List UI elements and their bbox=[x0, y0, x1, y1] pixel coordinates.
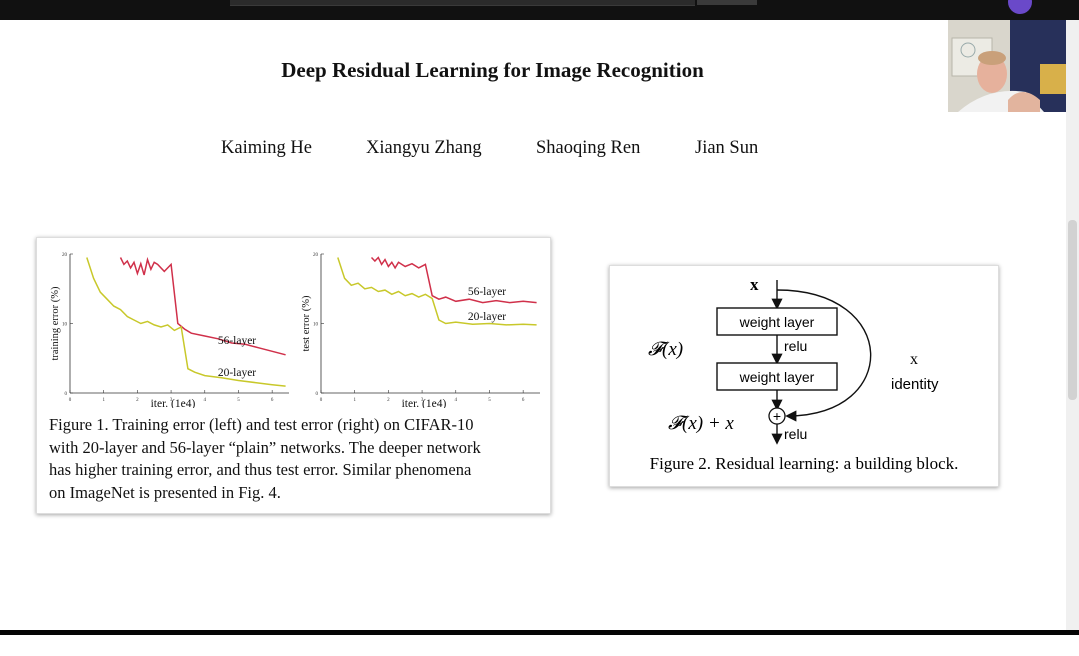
x-tick-label: 0 bbox=[320, 398, 323, 403]
paper-title: Deep Residual Learning for Image Recogni… bbox=[281, 58, 704, 82]
y-tick-label: 20 bbox=[62, 253, 68, 258]
residual-block-diagram: x weight layer relu weight layer + relu … bbox=[648, 275, 959, 473]
x-tick-label: 4 bbox=[455, 398, 458, 403]
x-tick-label: 2 bbox=[387, 398, 390, 403]
test-error-chart: 0 1 2 3 4 5 6 0 10 20 iter. (1e4) test error (%) 56-… bbox=[301, 253, 540, 408]
figure-2-panel: x weight layer relu weight layer + relu … bbox=[609, 265, 999, 487]
identity-shortcut-arrow bbox=[776, 289, 872, 422]
x-tick-label: 2 bbox=[136, 398, 139, 403]
series-label: 56-layer bbox=[218, 335, 256, 347]
series-line-20-layer bbox=[337, 257, 537, 326]
weight-layer-label: weight layer bbox=[739, 314, 815, 330]
figure-2-caption: Figure 2. Residual learning: a building … bbox=[650, 454, 959, 473]
caption-line: on ImageNet is presented in Fig. 4. bbox=[49, 482, 281, 502]
bottom-bar bbox=[0, 630, 1079, 656]
y-tick-label: 10 bbox=[62, 323, 68, 328]
weight-layer-label: weight layer bbox=[739, 369, 815, 385]
series-line-56-layer bbox=[119, 256, 286, 356]
figure-1-caption: Figure 1. Training error (left) and test… bbox=[49, 414, 544, 504]
y-tick-label: 0 bbox=[316, 392, 319, 397]
author-name: Xiangyu Zhang bbox=[366, 138, 482, 158]
relu-label: relu bbox=[784, 338, 807, 354]
series-label: 56-layer bbox=[468, 286, 506, 298]
weight-layer-box bbox=[716, 362, 838, 391]
x-tick-label: 4 bbox=[204, 398, 207, 403]
series-label: 20-layer bbox=[468, 311, 506, 323]
y-tick-label: 20 bbox=[313, 253, 319, 258]
author-name: Shaoqing Ren bbox=[536, 138, 641, 158]
input-x-label: x bbox=[750, 275, 759, 294]
author-name: Jian Sun bbox=[695, 138, 759, 158]
figure-1-panel: 0 1 2 3 4 5 6 0 10 20 iter. (1e4) training error (%… bbox=[36, 237, 551, 514]
series-label: 20-layer bbox=[218, 367, 256, 379]
caption-line: Figure 1. Training error (left) and test… bbox=[49, 415, 474, 434]
y-tick-label: 10 bbox=[313, 323, 319, 328]
fx-label: 𝓕(x) bbox=[648, 339, 683, 360]
toolbar-button-edge[interactable] bbox=[697, 0, 757, 5]
vertical-scrollbar[interactable] bbox=[1066, 20, 1079, 630]
presenter-webcam bbox=[948, 20, 1066, 112]
scrollbar-thumb[interactable] bbox=[1068, 220, 1077, 400]
x-axis-label: iter. (1e4) bbox=[151, 398, 196, 408]
training-error-chart: 0 1 2 3 4 5 6 0 10 20 iter. (1e4) training error (%… bbox=[50, 253, 289, 408]
x-tick-label: 5 bbox=[237, 398, 240, 403]
weight-layer-box bbox=[716, 307, 838, 336]
y-axis-label: training error (%) bbox=[50, 286, 61, 361]
fx-plus-x-label: 𝓕(x) + x bbox=[668, 413, 734, 434]
x-tick-label: 0 bbox=[69, 398, 72, 403]
series-line-56-layer bbox=[370, 256, 537, 304]
relu-label: relu bbox=[784, 426, 807, 442]
author-name: Kaiming He bbox=[221, 138, 312, 158]
x-tick-label: 5 bbox=[488, 398, 491, 403]
x-tick-label: 1 bbox=[102, 398, 105, 403]
caption-line: with 20-layer and 56-layer “plain” netwo… bbox=[49, 437, 481, 457]
y-axis-label: test error (%) bbox=[301, 295, 312, 351]
x-tick-label: 3 bbox=[421, 398, 424, 403]
profile-avatar[interactable] bbox=[1008, 0, 1032, 14]
x-tick-label: 3 bbox=[170, 398, 173, 403]
x-tick-label: 6 bbox=[522, 398, 525, 403]
top-window-bar bbox=[0, 0, 1079, 20]
identity-label: identity bbox=[891, 376, 939, 393]
y-tick-label: 0 bbox=[65, 392, 68, 397]
shortcut-x-label: x bbox=[910, 351, 918, 368]
x-axis-label: iter. (1e4) bbox=[402, 398, 447, 408]
series-line-20-layer bbox=[86, 257, 286, 387]
x-tick-label: 6 bbox=[271, 398, 274, 403]
url-bar-edge[interactable] bbox=[230, 0, 695, 6]
x-tick-label: 1 bbox=[353, 398, 356, 403]
sum-symbol: + bbox=[773, 408, 781, 424]
caption-line: has higher training error, and thus test… bbox=[49, 460, 472, 479]
